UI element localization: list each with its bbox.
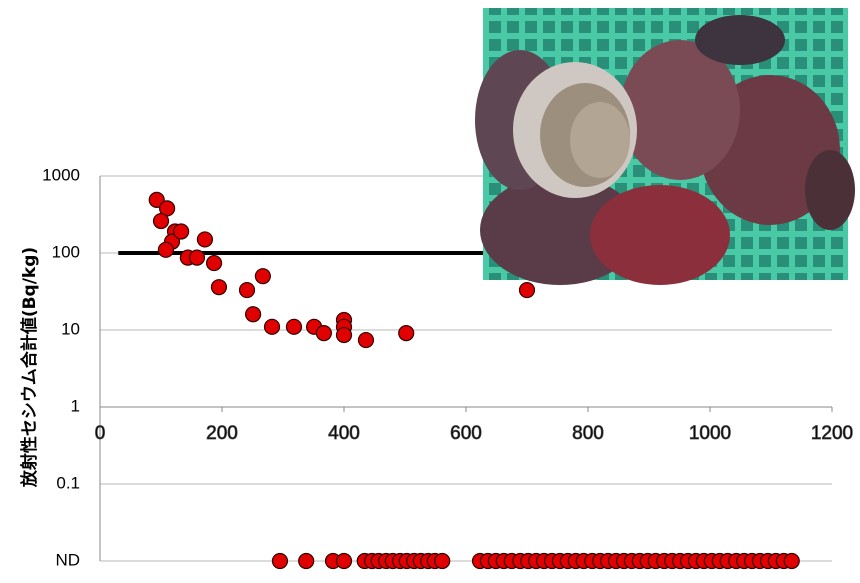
y-tick-label: 0.1 bbox=[56, 473, 80, 492]
nd-point bbox=[434, 552, 451, 570]
point bbox=[188, 249, 206, 266]
x-tick-label: 800 bbox=[572, 423, 604, 444]
x-tick-label: 0 bbox=[95, 423, 106, 444]
y-tick-label: 100 bbox=[52, 242, 80, 261]
point bbox=[173, 223, 190, 240]
y-tick-label: 1 bbox=[71, 396, 80, 415]
point bbox=[357, 331, 375, 349]
point bbox=[205, 254, 223, 272]
x-tick-label: 1200 bbox=[811, 423, 853, 444]
point bbox=[254, 268, 271, 285]
point bbox=[238, 281, 256, 299]
point bbox=[263, 318, 281, 335]
point bbox=[152, 212, 170, 230]
x-tick-label: 600 bbox=[450, 423, 482, 444]
point bbox=[315, 325, 332, 342]
x-tick-label: 200 bbox=[206, 423, 238, 444]
y-tick-label: ND bbox=[55, 550, 80, 569]
point bbox=[157, 241, 174, 258]
point bbox=[210, 279, 228, 296]
point bbox=[196, 231, 214, 248]
nd-point bbox=[783, 552, 800, 570]
nd-point bbox=[335, 552, 353, 570]
nd-point bbox=[298, 552, 315, 570]
y-tick-label: 10 bbox=[61, 319, 80, 338]
point bbox=[285, 318, 303, 335]
y-tick-label: 1000 bbox=[42, 165, 80, 184]
inset-photo bbox=[475, 8, 855, 285]
point bbox=[335, 326, 353, 344]
point bbox=[518, 281, 536, 299]
point bbox=[148, 191, 165, 208]
point bbox=[398, 325, 415, 342]
nd-point bbox=[271, 552, 289, 570]
x-tick-label: 400 bbox=[328, 423, 360, 444]
point bbox=[245, 306, 262, 323]
y-axis-title: 放射性セシウム合計値(Bq/kg) bbox=[19, 247, 40, 488]
x-tick-label: 1000 bbox=[689, 423, 731, 444]
plot-area: 1000 100 10 1 0.1 ND 0 200 400 600 800 1000 1200 bbox=[42, 165, 853, 569]
